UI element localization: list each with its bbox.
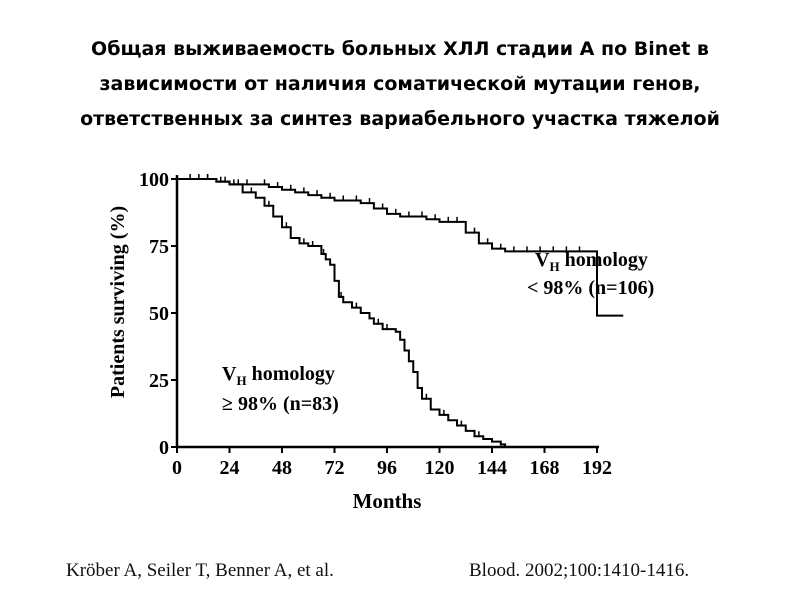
- chart-axes: 0 25 50 75 100 0 24 48 72 96 120 144 168 192: [139, 169, 612, 479]
- series-label-mutated-v: V: [222, 363, 237, 385]
- y-tick-label: 0: [159, 437, 169, 459]
- series-label-unmutated: VH homology: [535, 249, 648, 274]
- y-tick-label: 25: [149, 370, 169, 392]
- citation-journal: Blood. 2002;100:1410-1416.: [469, 560, 690, 581]
- x-tick-label: 192: [582, 457, 612, 479]
- x-axis-label: Months: [353, 489, 422, 513]
- x-tick-label: 168: [530, 457, 560, 479]
- y-tick-label: 50: [149, 303, 169, 325]
- series-label-unmutated-sub: H: [549, 259, 559, 274]
- series-label-mutated-rest: homology: [247, 363, 335, 385]
- citation-authors: Kröber A, Seiler T, Benner A, et al.: [66, 560, 334, 581]
- chart-series: [177, 174, 624, 447]
- survival-step-line: [177, 178, 507, 447]
- series-label-mutated: VH homology: [222, 363, 335, 388]
- y-tick-label: 75: [149, 236, 169, 258]
- x-tick-label: 72: [325, 457, 345, 479]
- y-axis-label: Patients surviving (%): [107, 206, 129, 398]
- series-label-unmutated-v: V: [535, 249, 550, 271]
- series-label-unmutated-rest: homology: [560, 249, 648, 271]
- survival-step-line: [177, 178, 624, 317]
- title-line-3: ответственных за синтез вариабельного уч…: [80, 108, 720, 130]
- x-tick-label: 144: [477, 457, 507, 479]
- series-label-unmutated-line2: < 98% (n=106): [527, 277, 654, 299]
- title-line-1: Общая выживаемость больных ХЛЛ стадии А …: [91, 38, 709, 60]
- slide-title: Общая выживаемость больных ХЛЛ стадии А …: [40, 32, 760, 137]
- series-label-mutated-line2: ≥ 98% (n=83): [222, 393, 339, 415]
- x-tick-label: 96: [377, 457, 397, 479]
- x-tick-label: 120: [425, 457, 455, 479]
- series-label-mutated-sub: H: [236, 373, 246, 388]
- x-tick-label: 24: [220, 457, 240, 479]
- title-line-2: зависимости от наличия соматической мута…: [99, 73, 701, 95]
- x-tick-label: 0: [172, 457, 182, 479]
- x-tick-label: 48: [272, 457, 292, 479]
- series-1: [177, 174, 507, 447]
- y-tick-label: 100: [139, 169, 169, 191]
